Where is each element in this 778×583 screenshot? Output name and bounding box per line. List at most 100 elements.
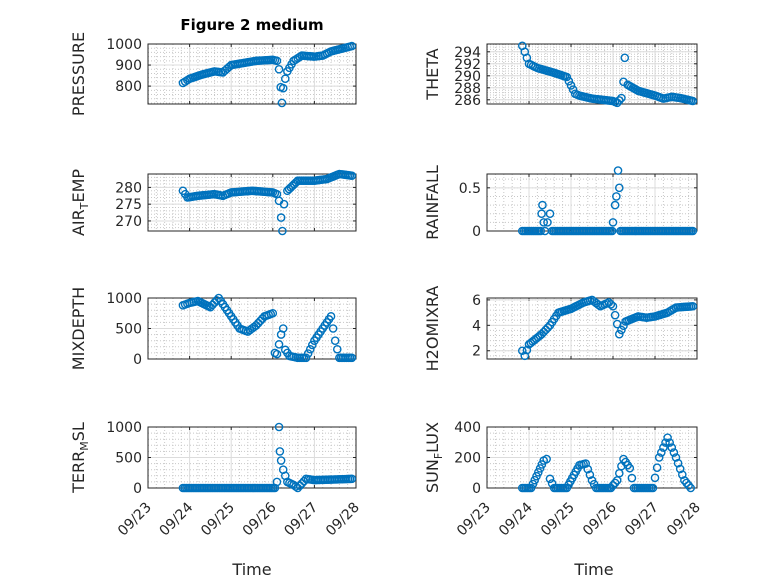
data-point: [617, 325, 626, 335]
y-tick-label: 280: [115, 180, 142, 196]
data-point: [659, 443, 668, 452]
data-point: [268, 308, 278, 318]
data-point: [347, 474, 357, 484]
y-tick-label: 500: [115, 322, 142, 338]
y-tick-label: 292: [454, 57, 481, 73]
data-point: [347, 171, 357, 180]
subplot-mixdepth: 0 500 1000 MIXDEPTH: [69, 287, 357, 370]
y-tick-label: 500: [115, 451, 142, 467]
data-point: [684, 481, 693, 490]
data-point: [276, 213, 286, 222]
y-tick-label: 0: [133, 481, 142, 497]
data-point: [303, 349, 313, 358]
data-point: [688, 226, 698, 236]
data-point: [688, 96, 698, 106]
data-point: [532, 471, 541, 481]
y-axis-label: RAINFALL: [423, 165, 442, 240]
y-tick-label: 400: [454, 420, 481, 436]
subplot-pressure: 800 900 1000 PRESSURE: [69, 32, 357, 116]
x-axis-label-left: Time: [231, 560, 271, 579]
data-point: [347, 353, 357, 363]
y-axis-label: AIRTEMP: [69, 169, 91, 236]
data-point: [613, 166, 623, 175]
y-tick-label: 0: [472, 481, 481, 497]
data-point: [272, 349, 282, 359]
data-point: [536, 226, 546, 236]
data-point: [612, 192, 621, 201]
data-point: [663, 433, 672, 442]
y-tick-label: 800: [115, 79, 142, 95]
axes-box: [147, 43, 357, 105]
data-point: [562, 72, 572, 82]
data-point: [678, 470, 687, 479]
data-point: [528, 479, 538, 489]
y-tick-label: 200: [454, 451, 481, 467]
data-point: [537, 209, 546, 219]
data-point: [543, 323, 553, 332]
data-point: [657, 448, 666, 457]
data-point: [675, 464, 685, 474]
y-axis-label: H2OMIXRA: [423, 286, 442, 372]
data-point: [607, 226, 617, 236]
y-tick-label: 294: [454, 45, 481, 61]
data-point: [667, 443, 677, 452]
data-point: [673, 458, 683, 468]
data-point: [538, 200, 547, 210]
y-tick-label: 1000: [106, 37, 142, 53]
data-point: [274, 340, 284, 349]
data-point: [520, 351, 530, 361]
data-point: [608, 301, 618, 311]
data-point: [625, 463, 635, 473]
data-point: [652, 463, 662, 472]
y-tick-label: 286: [454, 93, 481, 109]
data-point: [272, 56, 282, 66]
y-tick-label: 0: [472, 224, 481, 240]
data-point: [564, 76, 574, 86]
data-point: [650, 473, 660, 483]
data-point: [581, 459, 591, 468]
data-point: [665, 438, 675, 447]
data-point: [272, 477, 282, 487]
axes-box: [147, 297, 357, 360]
data-point: [583, 464, 593, 474]
data-point: [212, 295, 221, 305]
axes-box: [147, 173, 357, 232]
y-tick-label: 0: [133, 352, 142, 368]
y-axis-label: THETA: [423, 48, 442, 100]
data-point: [278, 83, 288, 93]
y-axis-label: MIXDEPTH: [69, 287, 88, 370]
y-axis-label: SUNFLUX: [423, 422, 445, 493]
subplot-h2omixra: 2 4 6 H2OMIXRA: [423, 286, 698, 372]
y-tick-label: 270: [115, 214, 142, 230]
data-point: [280, 74, 290, 84]
data-point: [305, 344, 315, 354]
data-point: [537, 460, 547, 469]
data-point: [568, 85, 578, 94]
y-tick-label: 275: [115, 197, 142, 213]
data-point: [594, 300, 603, 309]
data-point: [276, 456, 286, 465]
data-point: [686, 483, 696, 493]
data-point: [278, 324, 288, 333]
data-point: [669, 448, 679, 457]
data-point: [278, 226, 287, 236]
y-tick-label: 6: [472, 293, 481, 309]
data-point: [654, 453, 664, 462]
data-point: [543, 218, 552, 227]
y-tick-label: 0.5: [459, 181, 481, 197]
data-point: [542, 454, 551, 464]
axes-box: [486, 43, 698, 105]
data-point: [608, 218, 618, 227]
y-axis-label: PRESSURE: [69, 32, 88, 116]
data-point: [661, 438, 670, 447]
data-point: [308, 340, 317, 350]
data-point: [671, 453, 681, 462]
data-point: [332, 344, 342, 354]
data-point: [517, 346, 527, 356]
data-point: [615, 96, 624, 105]
data-point: [545, 474, 555, 484]
data-point: [688, 301, 698, 311]
data-point: [610, 478, 620, 488]
data-point: [610, 310, 620, 320]
